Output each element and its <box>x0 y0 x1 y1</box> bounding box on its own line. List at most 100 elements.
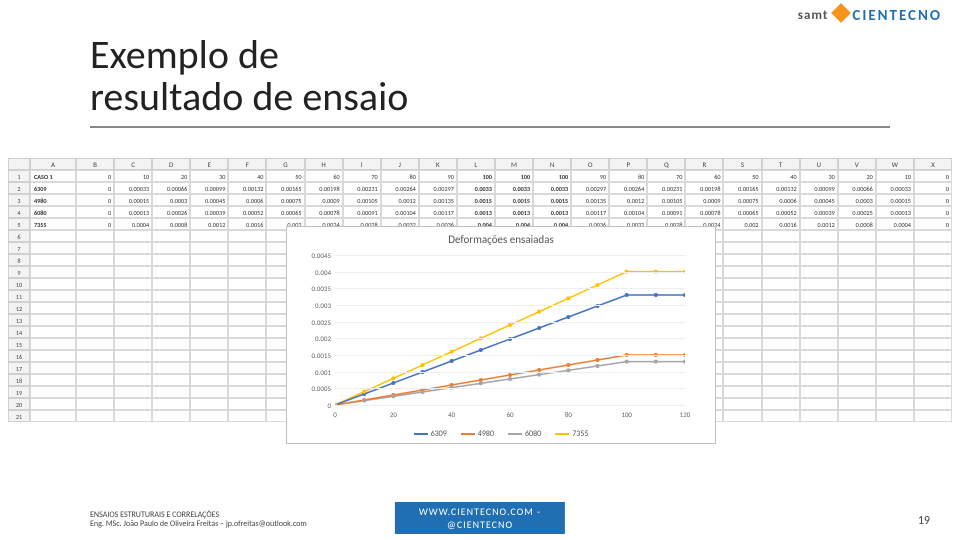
cell <box>762 230 800 242</box>
cell <box>723 398 761 410</box>
cell: 0 <box>76 182 114 194</box>
cell: 0.0003 <box>838 194 876 206</box>
cell <box>838 362 876 374</box>
col-header: E <box>190 158 228 170</box>
cell <box>76 326 114 338</box>
cell: 0.00117 <box>571 206 609 218</box>
cell <box>838 278 876 290</box>
cell: 0.0008 <box>838 218 876 230</box>
row-header: 20 <box>8 398 30 410</box>
cell <box>114 266 152 278</box>
cell <box>190 266 228 278</box>
row-header: 5 <box>8 218 30 230</box>
chart-lines <box>335 255 685 405</box>
cell: 50 <box>266 170 304 182</box>
cell <box>876 350 914 362</box>
col-header: C <box>114 158 152 170</box>
cell <box>114 278 152 290</box>
cell <box>914 314 952 326</box>
cell: 70 <box>647 170 685 182</box>
cell <box>190 362 228 374</box>
cell: 0 <box>76 170 114 182</box>
footer-mid: WWW.CIENTECNO.COM - @CIENTECNO <box>395 502 565 534</box>
row-header: 14 <box>8 326 30 338</box>
cell <box>723 338 761 350</box>
chart: Deformações ensaiadas 00.00050.0010.0015… <box>286 226 716 444</box>
cell: 0.00039 <box>800 206 838 218</box>
cell <box>800 410 838 422</box>
legend-item: 6080 <box>508 429 541 439</box>
cell: 0.00231 <box>343 182 381 194</box>
cell: 0.00026 <box>152 206 190 218</box>
cell: 0.00135 <box>571 194 609 206</box>
col-header: J <box>381 158 419 170</box>
cell: 10 <box>876 170 914 182</box>
cell: 0.0012 <box>190 218 228 230</box>
cell: 0.00075 <box>266 194 304 206</box>
cell <box>762 410 800 422</box>
cell <box>762 242 800 254</box>
cell <box>723 302 761 314</box>
cell <box>152 326 190 338</box>
row-label <box>30 242 76 254</box>
cell <box>876 254 914 266</box>
chart-title: Deformações ensaiadas <box>287 233 715 246</box>
cell: 0.00039 <box>190 206 228 218</box>
cell <box>723 230 761 242</box>
cell <box>762 350 800 362</box>
cell <box>152 314 190 326</box>
row-label <box>30 398 76 410</box>
cell <box>914 302 952 314</box>
cell <box>723 374 761 386</box>
cell: 90 <box>571 170 609 182</box>
cell <box>114 302 152 314</box>
cell: 0.00105 <box>647 194 685 206</box>
cell <box>723 254 761 266</box>
cell: 0 <box>914 194 952 206</box>
cell <box>876 302 914 314</box>
footer-handle: @CIENTECNO <box>419 518 541 531</box>
cell: 0.00013 <box>114 206 152 218</box>
cell <box>152 302 190 314</box>
cell <box>800 314 838 326</box>
cell <box>76 242 114 254</box>
cell <box>76 302 114 314</box>
cell: 0.00033 <box>876 182 914 194</box>
cell <box>762 302 800 314</box>
cell <box>76 362 114 374</box>
cell: 0.0012 <box>800 218 838 230</box>
cell <box>190 230 228 242</box>
cell: 0.0006 <box>228 194 266 206</box>
cell <box>914 410 952 422</box>
cell <box>876 230 914 242</box>
cell: 0.00066 <box>838 182 876 194</box>
cell <box>76 278 114 290</box>
cell <box>723 278 761 290</box>
cell <box>914 266 952 278</box>
cell: 0 <box>914 218 952 230</box>
cell <box>190 278 228 290</box>
cell: 0.00099 <box>800 182 838 194</box>
cell <box>876 326 914 338</box>
cell: 20 <box>152 170 190 182</box>
cell <box>876 314 914 326</box>
cell <box>723 386 761 398</box>
cell <box>228 290 266 302</box>
title-rule <box>90 126 890 128</box>
cell: 100 <box>533 170 571 182</box>
col-header: D <box>152 158 190 170</box>
cell: 30 <box>190 170 228 182</box>
cell <box>152 398 190 410</box>
cell <box>800 230 838 242</box>
cell <box>190 290 228 302</box>
row-label <box>30 362 76 374</box>
row-label <box>30 386 76 398</box>
cell <box>228 314 266 326</box>
cell <box>914 386 952 398</box>
cell <box>152 266 190 278</box>
cell <box>152 362 190 374</box>
cell <box>723 350 761 362</box>
cell: 0.002 <box>723 218 761 230</box>
cell: 0.0016 <box>762 218 800 230</box>
cell <box>190 386 228 398</box>
